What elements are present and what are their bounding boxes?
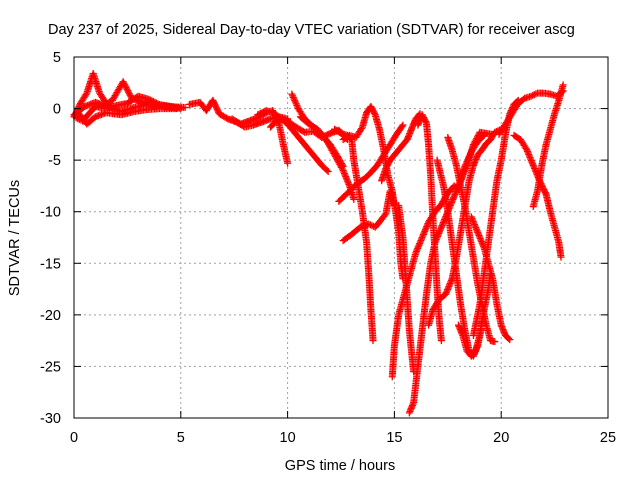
data-point	[473, 134, 481, 142]
data-point	[293, 101, 301, 109]
data-point	[124, 87, 132, 95]
y-tick-label: 5	[53, 50, 61, 66]
data-point	[152, 99, 160, 107]
data-point	[471, 348, 478, 356]
data-point	[491, 338, 499, 346]
data-point	[123, 85, 131, 93]
data-point	[366, 221, 374, 229]
series-track-18	[405, 128, 497, 417]
data-point	[151, 98, 159, 106]
x-tick-label: 25	[600, 430, 616, 446]
data-point	[291, 97, 299, 105]
data-point	[125, 90, 133, 98]
data-point	[437, 337, 445, 345]
y-tick-label: -25	[40, 359, 61, 375]
data-point	[284, 159, 292, 167]
data-point	[289, 93, 297, 101]
y-tick-label: -30	[40, 411, 61, 427]
y-tick-label: -20	[40, 308, 61, 324]
chart-title: Day 237 of 2025, Sidereal Day-to-day VTE…	[48, 22, 575, 38]
x-tick-label: 20	[493, 430, 509, 446]
data-point	[381, 211, 389, 219]
data-point	[471, 138, 479, 146]
data-point	[338, 165, 346, 173]
data-point	[357, 125, 365, 133]
data-point	[422, 118, 430, 126]
data-point	[350, 195, 358, 203]
x-tick-label: 10	[280, 430, 296, 446]
series-track-15	[378, 110, 424, 185]
data-point	[146, 96, 154, 104]
y-tick-label: -15	[40, 256, 61, 272]
x-tick-label: 5	[177, 430, 185, 446]
y-tick-label: -10	[40, 205, 61, 221]
data-point	[294, 103, 302, 111]
data-point	[532, 90, 540, 98]
data-point	[369, 337, 377, 345]
data-point	[289, 92, 297, 100]
data-point	[506, 336, 514, 344]
data-points	[70, 70, 567, 417]
data-point	[469, 141, 477, 149]
data-point	[292, 100, 300, 108]
y-tick-label: 0	[53, 102, 61, 118]
series-track-13	[331, 125, 377, 345]
axis-ticks: 0 5 10 15 20 25 5 0 -5 -10 -15 -20 -25 -30	[40, 50, 616, 446]
y-axis-label: SDTVAR / TECUs	[7, 180, 23, 296]
series-track-4	[74, 105, 181, 128]
data-point	[557, 253, 565, 261]
data-point	[82, 91, 90, 99]
data-point	[365, 220, 373, 228]
data-point	[173, 105, 181, 113]
x-tick-label: 0	[70, 430, 78, 446]
data-point	[505, 335, 513, 343]
data-point	[323, 166, 331, 174]
series-track-7	[254, 107, 332, 175]
data-point	[470, 139, 478, 147]
x-tick-label: 15	[386, 430, 402, 446]
data-point	[288, 90, 296, 98]
data-point	[473, 133, 481, 141]
data-point	[527, 92, 535, 100]
x-axis-label: GPS time / hours	[285, 458, 395, 474]
data-point	[126, 91, 134, 99]
series-track-16	[395, 202, 418, 376]
series-track-14	[339, 187, 407, 283]
data-point	[181, 104, 189, 112]
series-track-27	[510, 131, 565, 261]
data-point	[120, 79, 128, 87]
data-point	[291, 98, 299, 106]
data-point	[125, 88, 133, 96]
plot-frame	[73, 56, 609, 419]
data-point	[529, 91, 537, 99]
data-point	[148, 97, 156, 105]
series-track-23	[454, 316, 486, 360]
data-point	[559, 81, 567, 89]
data-point	[145, 95, 153, 103]
y-tick-label: -5	[48, 153, 61, 169]
series-track-28	[529, 81, 567, 211]
data-point	[324, 167, 332, 175]
data-point	[399, 121, 407, 129]
data-point	[290, 95, 298, 103]
data-point	[472, 136, 480, 144]
data-point	[530, 91, 538, 99]
data-point	[119, 78, 127, 86]
data-point	[541, 189, 549, 197]
data-point	[121, 81, 129, 89]
data-point	[122, 84, 130, 92]
data-point	[522, 144, 530, 152]
data-point	[398, 122, 406, 130]
data-point	[121, 82, 129, 90]
data-point	[149, 97, 157, 105]
series-track-10	[296, 113, 358, 203]
